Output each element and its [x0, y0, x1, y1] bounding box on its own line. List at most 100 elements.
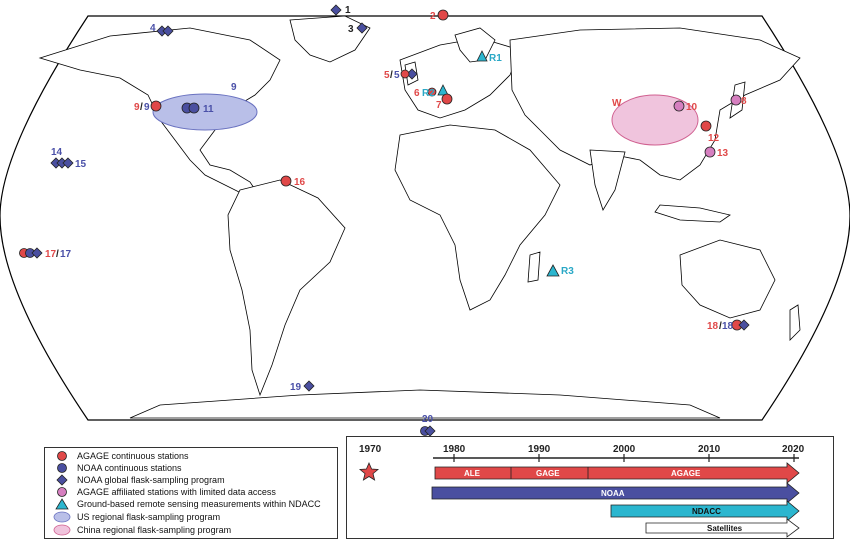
station-2-circle [437, 9, 449, 21]
gage-label: GAGE [536, 469, 560, 478]
label-9c: 9 [231, 82, 237, 93]
label-r1: R1 [489, 53, 502, 64]
tick-label-2000: 2000 [613, 444, 636, 455]
label-9-slash: / [140, 102, 143, 113]
label-r2: R2 [422, 88, 435, 99]
tick-label-2010: 2010 [698, 444, 721, 455]
label-8: 8 [741, 96, 747, 107]
label-14: 14 [51, 147, 63, 158]
satellites-bar [645, 518, 800, 538]
ndacc-r1-triangle [476, 50, 488, 62]
star-icon [358, 461, 380, 481]
satellites-label: Satellites [707, 524, 743, 533]
red-circle-icon [57, 451, 67, 461]
label-18a: 18 [707, 321, 719, 332]
legend-label: NOAA continuous stations [77, 463, 182, 473]
station-labels: 1 2 3 4 5 / 5 R1 6 R2 7 8 9 / 9 9 11 W 1… [45, 5, 747, 425]
label-6: 6 [414, 88, 420, 99]
station-4-diamond-b [162, 25, 174, 37]
legend-label: Ground-based remote sensing measurements… [77, 499, 321, 509]
legend-item-noaa-continuous: NOAA continuous stations [53, 462, 182, 474]
noaa-label: NOAA [601, 489, 625, 498]
australia [679, 239, 776, 319]
label-r3: R3 [561, 266, 574, 277]
ndacc-r3-triangle [546, 264, 560, 277]
label-4: 4 [150, 23, 156, 34]
station-8-circle [730, 94, 742, 106]
label-20: 20 [422, 414, 434, 425]
ndacc-r2-triangle [437, 84, 449, 96]
station-9-circle [150, 100, 162, 112]
label-5-slash: / [390, 70, 393, 81]
station-11-circle-b [188, 102, 200, 114]
station-10-circle [673, 100, 685, 112]
ndacc-bar [610, 500, 800, 522]
timeline-panel: 1970 1980 1990 2000 2010 2020 ALE [346, 436, 834, 539]
station-3-diamond [356, 22, 368, 34]
label-5b: 5 [394, 70, 400, 81]
indonesia [654, 204, 731, 223]
madagascar [527, 251, 541, 283]
legend-item-noaa-flask: NOAA global flask-sampling program [53, 474, 225, 486]
label-17a: 17 [45, 249, 57, 260]
station-15-diamond [62, 157, 74, 169]
label-2: 2 [430, 11, 436, 22]
antarctica [129, 389, 721, 419]
legend-item-affiliated: AGAGE affiliated stations with limited d… [53, 486, 276, 498]
tick-label-2020: 2020 [782, 444, 805, 455]
ndacc-label: NDACC [692, 507, 721, 516]
label-19: 19 [290, 382, 302, 393]
label-9b: 9 [144, 102, 150, 113]
label-13: 13 [717, 148, 729, 159]
station-17-diamond [31, 247, 43, 259]
start-year-label: 1970 [359, 444, 382, 455]
legend-item-us-region: US regional flask-sampling program [53, 511, 220, 523]
legend-item-china-region: China regional flask-sampling program [53, 524, 231, 536]
label-3: 3 [348, 24, 354, 35]
station-12-circle [700, 120, 712, 132]
legend-label: AGAGE affiliated stations with limited d… [77, 487, 276, 497]
station-19-diamond [303, 380, 315, 392]
station-7-circle [441, 93, 453, 105]
tick-label-1990: 1990 [528, 444, 551, 455]
station-18-diamond [738, 319, 750, 331]
ale-label: ALE [464, 469, 481, 478]
label-9a: 9 [134, 102, 140, 113]
south-america [227, 179, 346, 397]
pink-ellipse-icon [53, 524, 71, 536]
axis-ticks [453, 454, 795, 462]
station-5-circle [400, 69, 410, 79]
legend-label: AGAGE continuous stations [77, 451, 189, 461]
station-16-circle [280, 175, 292, 187]
label-10: 10 [686, 102, 698, 113]
label-17-slash: / [56, 249, 59, 260]
station-13-circle [704, 146, 716, 158]
blue-circle-icon [57, 463, 67, 473]
legend-label: NOAA global flask-sampling program [77, 475, 225, 485]
legend-item-agage: AGAGE continuous stations [53, 450, 189, 462]
blue-diamond-icon [56, 474, 68, 486]
land-masses [38, 15, 801, 419]
label-1: 1 [345, 5, 351, 16]
legend: AGAGE continuous stations NOAA continuou… [44, 447, 338, 539]
india [589, 149, 626, 211]
cyan-triangle-icon [55, 498, 69, 510]
label-11: 11 [203, 104, 214, 115]
legend-label: US regional flask-sampling program [77, 512, 221, 522]
label-17b: 17 [60, 249, 72, 260]
label-15: 15 [75, 159, 87, 170]
legend-item-ndacc: Ground-based remote sensing measurements… [53, 498, 321, 510]
label-7: 7 [436, 100, 442, 111]
pink-circle-icon [57, 487, 67, 497]
station-markers [19, 4, 750, 437]
us-region-ellipse [152, 93, 258, 131]
station-1-diamond [330, 4, 342, 16]
label-18b: 18 [722, 321, 734, 332]
label-12: 12 [708, 133, 720, 144]
greenland [289, 15, 371, 63]
station-6-circle [427, 87, 437, 97]
africa [394, 124, 561, 311]
legend-label: China regional flask-sampling program [77, 525, 232, 535]
new-zealand [789, 304, 801, 341]
